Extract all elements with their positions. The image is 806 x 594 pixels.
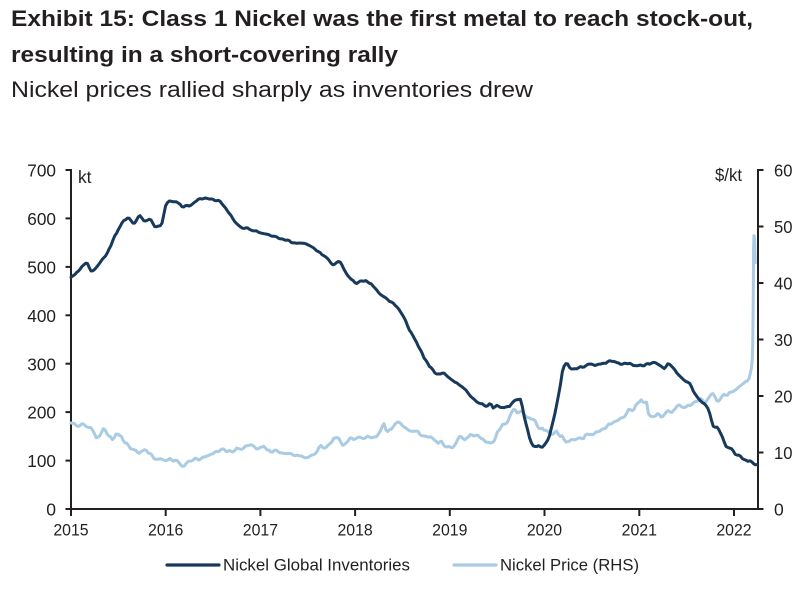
svg-text:2022: 2022 [716,521,751,540]
svg-text:30: 30 [774,330,793,350]
svg-text:2018: 2018 [337,521,372,540]
svg-text:0: 0 [46,500,56,520]
svg-text:40: 40 [774,274,793,294]
svg-text:10: 10 [774,443,793,463]
svg-text:600: 600 [27,209,56,229]
svg-text:resulting in a short-covering: resulting in a short-covering rally [11,42,398,67]
svg-text:500: 500 [27,258,56,278]
svg-text:200: 200 [27,403,56,423]
svg-text:2019: 2019 [432,521,467,540]
svg-text:700: 700 [27,161,56,181]
svg-text:kt: kt [78,167,92,187]
svg-text:60: 60 [774,161,793,181]
svg-text:2020: 2020 [527,521,562,540]
svg-text:Nickel prices rallied sharply: Nickel prices rallied sharply as invento… [11,77,533,102]
svg-text:Nickel Global Inventories: Nickel Global Inventories [223,557,410,575]
svg-text:Nickel Price (RHS): Nickel Price (RHS) [500,557,639,575]
svg-text:$/kt: $/kt [715,165,742,185]
svg-text:400: 400 [27,306,56,326]
svg-text:300: 300 [27,354,56,374]
svg-text:Exhibit 15: Class 1 Nickel was: Exhibit 15: Class 1 Nickel was the first… [11,6,753,31]
svg-text:20: 20 [774,387,793,407]
svg-text:0: 0 [774,500,784,520]
svg-text:2021: 2021 [622,521,657,540]
svg-text:2015: 2015 [53,521,88,540]
svg-text:50: 50 [774,217,793,237]
svg-text:2016: 2016 [148,521,183,540]
svg-text:2017: 2017 [243,521,278,540]
svg-text:100: 100 [27,451,56,471]
